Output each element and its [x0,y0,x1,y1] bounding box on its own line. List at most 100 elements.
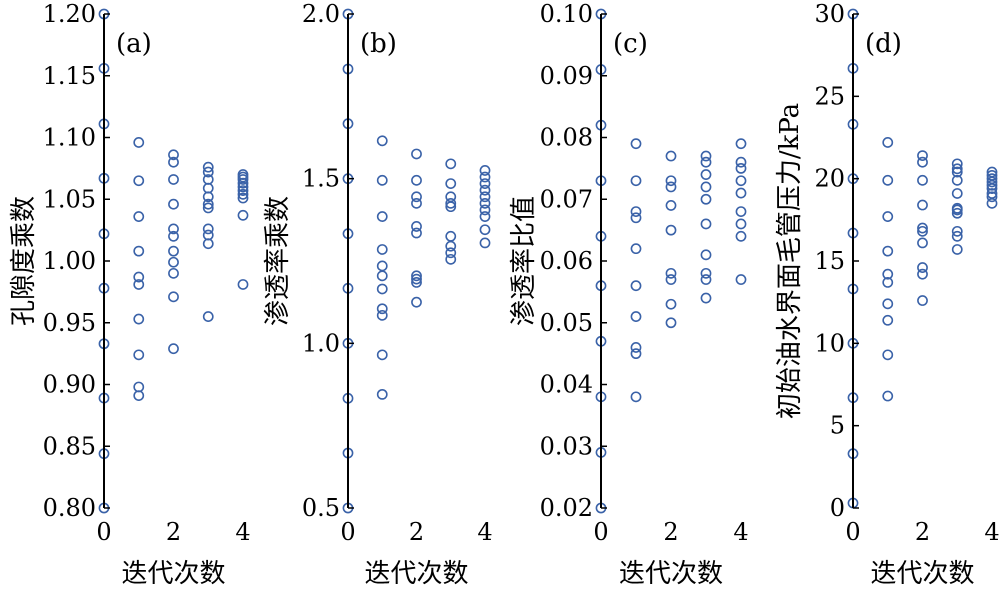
y-tick-label: 0.07 [540,185,593,213]
x-tick-label: 2 [166,518,181,546]
y-tick-label: 0.90 [43,371,96,399]
x-tick-label: 4 [733,518,748,546]
scatter-point [735,175,747,187]
y-axis-title-b: 渗透率乘数 [263,196,293,326]
scatter-point [133,279,145,290]
y-tick-label: 1.15 [43,62,96,90]
y-tick-label: 0.80 [43,494,96,522]
y-tick-label: 25 [814,82,845,110]
scatter-point [700,156,712,168]
scatter-point [133,211,145,222]
scatter-point [630,391,642,403]
scatter-point [202,161,214,173]
scatter-point [665,175,677,187]
y-tick-label: 0.06 [540,247,593,275]
scatter-point [665,150,677,162]
scatter-point [168,156,179,168]
y-tick-label: 0.04 [540,371,593,399]
y-tick-label: 0 [830,494,845,522]
scatter-point [168,291,179,303]
scatter-point [917,174,928,186]
y-tick-label: 0.02 [540,494,593,522]
scatter-point [445,158,457,170]
scatter-point [917,295,928,306]
scatter-point [735,138,747,150]
scatter-point [917,150,928,162]
y-ticks-b: 0.5 1.0 1.5 2.0 [302,0,354,522]
y-tick-label: 0.09 [540,62,593,90]
scatter-point [168,343,179,355]
x-tick-label: 4 [235,518,250,546]
x-tick-label: 4 [477,518,492,546]
scatter-point [630,280,642,292]
scatter-point [237,192,249,204]
scatter-point [202,238,214,250]
scatter-point [630,342,642,353]
scatter-point [882,277,894,288]
scatter-point [376,270,388,282]
scatter-point [630,212,642,224]
x-tick-label: 0 [845,518,860,546]
x-tick-label: 2 [915,518,930,546]
scatter-point [237,279,249,290]
scatter-point [882,349,894,361]
scatter-point [479,184,491,196]
scatter-point [986,179,998,191]
x-axis-title-c: 迭代次数 [619,559,723,589]
scatter-point [630,206,642,217]
scatter-point [917,199,928,211]
scatter-point [951,244,963,255]
scatter-point [882,245,894,257]
scatter-point [630,311,642,322]
scatter-point [700,150,712,162]
y-axis-title-c: 渗透率比值 [509,196,539,326]
scatter-point [479,224,491,236]
y-tick-label: 1.5 [302,165,340,193]
panel-label-d: (d) [865,29,902,59]
scatter-point [665,274,677,285]
y-tick-label: 0.10 [540,0,593,28]
y-tick-label: 30 [814,0,845,28]
scatter-point [202,311,214,322]
y-ticks-d: 0 5 10 15 20 25 30 [814,0,859,522]
scatter-point [479,191,491,203]
y-tick-label: 1.10 [43,124,96,152]
scatter-point [735,206,747,217]
scatter-point [133,349,145,361]
scatter-point [917,268,928,280]
y-tick-label: 0.03 [540,432,593,460]
scatter-point [202,182,214,194]
y-tick-label: 2.0 [302,0,340,28]
scatter-point [202,166,214,178]
scatter-point [411,296,422,308]
x-tick-label: 2 [663,518,678,546]
x-tick-label: 0 [96,518,111,546]
scatter-points-b [342,8,491,514]
scatter-point [133,245,145,257]
scatter-point [411,270,422,282]
scatter-point [133,137,145,148]
scatter-point [376,283,388,295]
panel-a: 0.80 0.85 0.90 0.95 1.00 1.05 1.10 1.15 1.20 0 2 4… [9,0,251,589]
scatter-point [630,138,642,150]
y-axis-title-d: 初始油水界面毛管压力/kPa [775,103,805,419]
scatter-point [665,200,677,211]
scatter-point [735,187,747,199]
x-tick-label: 0 [340,518,355,546]
scatter-point [376,303,388,315]
scatter-point [168,174,179,185]
scatter-point [630,243,642,255]
y-tick-label: 5 [830,412,845,440]
scatter-point [700,181,712,193]
scatter-point [882,314,894,326]
scatter-point [951,163,963,175]
scatter-point [237,209,249,221]
panel-label-a: (a) [116,29,152,59]
scatter-point [986,191,998,203]
scatter-point [237,188,249,200]
y-tick-label: 20 [814,165,845,193]
scatter-point [951,166,963,178]
x-tick-label: 4 [984,518,999,546]
scatter-point [882,211,894,222]
scatter-point [376,388,388,400]
